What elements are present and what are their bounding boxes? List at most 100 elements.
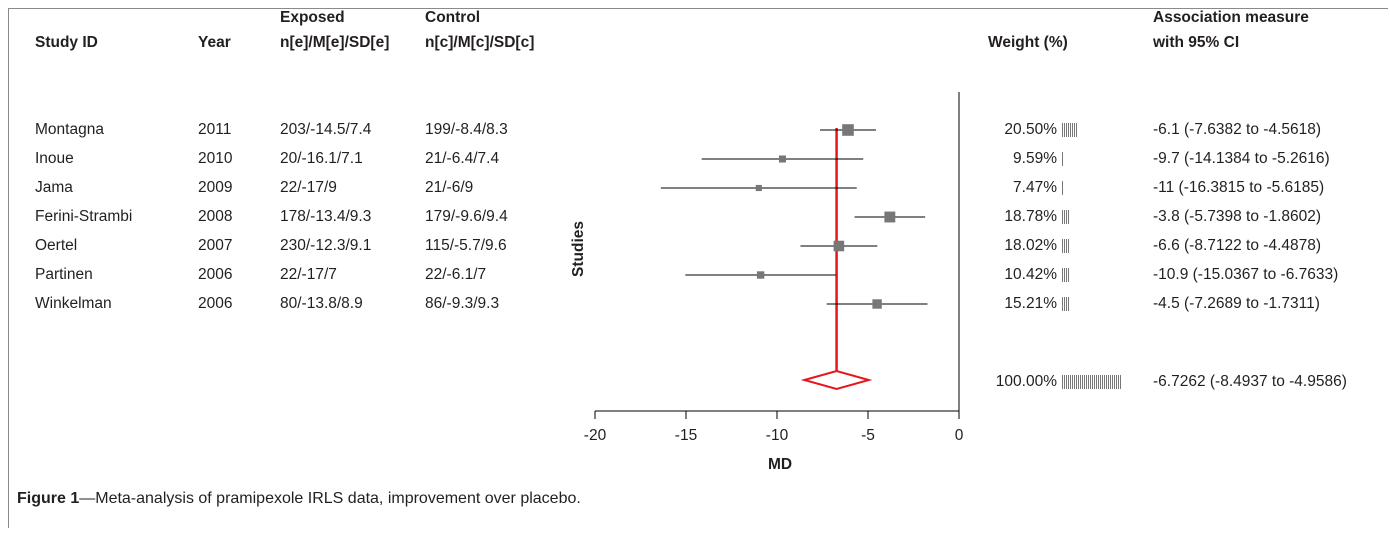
row-control: 21/-6/9	[425, 179, 474, 196]
weight-tick	[1116, 375, 1117, 389]
row-ci: -10.9 (-15.0367 to -6.7633)	[1153, 266, 1339, 283]
weight-tick	[1066, 268, 1067, 282]
row-study: Oertel	[35, 237, 78, 254]
row-exposed: 80/-13.8/8.9	[280, 295, 363, 312]
weight-tick	[1084, 375, 1085, 389]
weight-tick	[1092, 375, 1093, 389]
row-study: Winkelman	[35, 295, 112, 312]
weight-tick	[1064, 297, 1065, 311]
weight-tick	[1062, 210, 1063, 224]
weight-tick	[1064, 268, 1065, 282]
row-year: 2006	[198, 266, 233, 283]
row-study: Montagna	[35, 121, 104, 138]
row-year: 2006	[198, 295, 233, 312]
weight-tick	[1064, 239, 1065, 253]
row-control: 22/-6.1/7	[425, 266, 487, 283]
row-weight-bar	[1062, 123, 1078, 137]
weight-tick	[1104, 375, 1105, 389]
weight-tick	[1062, 239, 1063, 253]
weight-tick	[1076, 123, 1077, 137]
row-study: Inoue	[35, 150, 74, 167]
weight-tick	[1068, 239, 1069, 253]
caption-text: Meta-analysis of pramipexole IRLS data, …	[95, 490, 581, 507]
header-exposed: Exposed	[280, 9, 345, 26]
weight-tick	[1062, 268, 1063, 282]
row-exposed: 22/-17/9	[280, 179, 337, 196]
row-ci: -6.1 (-7.6382 to -4.5618)	[1153, 121, 1322, 138]
weight-tick	[1066, 123, 1067, 137]
row-year: 2007	[198, 237, 233, 254]
row-study: Partinen	[35, 266, 93, 283]
weight-tick	[1074, 123, 1075, 137]
weight-tick	[1068, 297, 1069, 311]
weight-tick	[1062, 297, 1063, 311]
weight-tick	[1064, 375, 1065, 389]
row-exposed: 20/-16.1/7.1	[280, 150, 363, 167]
weight-tick	[1068, 375, 1069, 389]
weight-tick	[1102, 375, 1103, 389]
row-ci: -11 (-16.3815 to -5.6185)	[1153, 179, 1325, 196]
weight-tick	[1066, 239, 1067, 253]
weight-tick	[1062, 123, 1063, 137]
header-study-id: Study ID	[35, 34, 98, 51]
row-year: 2008	[198, 208, 233, 225]
weight-tick	[1110, 375, 1111, 389]
weight-tick	[1066, 375, 1067, 389]
row-study: Ferini-Strambi	[35, 208, 133, 225]
row-weight-bar	[1062, 268, 1070, 282]
weight-tick	[1066, 210, 1067, 224]
row-weight-bar	[1062, 297, 1070, 311]
row-exposed: 22/-17/7	[280, 266, 337, 283]
weight-tick	[1072, 123, 1073, 137]
row-ci: -3.8 (-5.7398 to -1.8602)	[1153, 208, 1322, 225]
weight-tick	[1070, 123, 1071, 137]
row-year: 2010	[198, 150, 233, 167]
caption-label: Figure 1	[17, 490, 80, 507]
header-year: Year	[198, 34, 231, 51]
row-control: 115/-5.7/9.6	[425, 237, 507, 254]
row-weight-bar	[1062, 152, 1064, 166]
weight-tick	[1086, 375, 1087, 389]
weight-tick	[1108, 375, 1109, 389]
row-year: 2009	[198, 179, 233, 196]
weight-tick	[1082, 375, 1083, 389]
weight-tick	[1100, 375, 1101, 389]
weight-tick	[1062, 375, 1063, 389]
row-ci: -9.7 (-14.1384 to -5.2616)	[1153, 150, 1330, 167]
weight-tick	[1080, 375, 1081, 389]
row-weight-bar	[1062, 181, 1064, 195]
row-weight-bar	[1062, 210, 1070, 224]
caption-dash: —	[79, 490, 96, 507]
weight-tick	[1106, 375, 1107, 389]
weight-tick	[1062, 181, 1063, 195]
row-control: 21/-6.4/7.4	[425, 150, 500, 167]
row-weight: 7.47%	[1013, 179, 1057, 196]
weight-tick	[1078, 375, 1079, 389]
summary-ci: -6.7262 (-8.4937 to -4.9586)	[1153, 373, 1347, 390]
weight-tick	[1064, 210, 1065, 224]
weight-tick	[1064, 123, 1065, 137]
summary-weight-bar	[1062, 375, 1122, 389]
row-control: 179/-9.6/9.4	[425, 208, 508, 225]
header-control: Control	[425, 9, 481, 26]
header-weight: Weight (%)	[988, 34, 1068, 51]
figure-caption: Figure 1—Meta-analysis of pramipexole IR…	[17, 489, 581, 509]
weight-tick	[1066, 297, 1067, 311]
weight-tick	[1070, 375, 1071, 389]
row-exposed: 178/-13.4/9.3	[280, 208, 372, 225]
row-ci: -4.5 (-7.2689 to -1.7311)	[1153, 295, 1320, 312]
row-control: 86/-9.3/9.3	[425, 295, 500, 312]
row-ci: -6.6 (-8.7122 to -4.4878)	[1153, 237, 1322, 254]
figure-frame	[8, 8, 1388, 528]
weight-tick	[1098, 375, 1099, 389]
row-exposed: 230/-12.3/9.1	[280, 237, 372, 254]
weight-tick	[1076, 375, 1077, 389]
row-weight: 10.42%	[1004, 266, 1057, 283]
row-year: 2011	[198, 121, 232, 138]
row-weight: 9.59%	[1013, 150, 1057, 167]
summary-weight: 100.00%	[995, 373, 1057, 390]
weight-tick	[1120, 375, 1121, 389]
row-weight: 18.02%	[1004, 237, 1057, 254]
weight-tick	[1112, 375, 1113, 389]
header-association: Association measure	[1153, 9, 1309, 26]
